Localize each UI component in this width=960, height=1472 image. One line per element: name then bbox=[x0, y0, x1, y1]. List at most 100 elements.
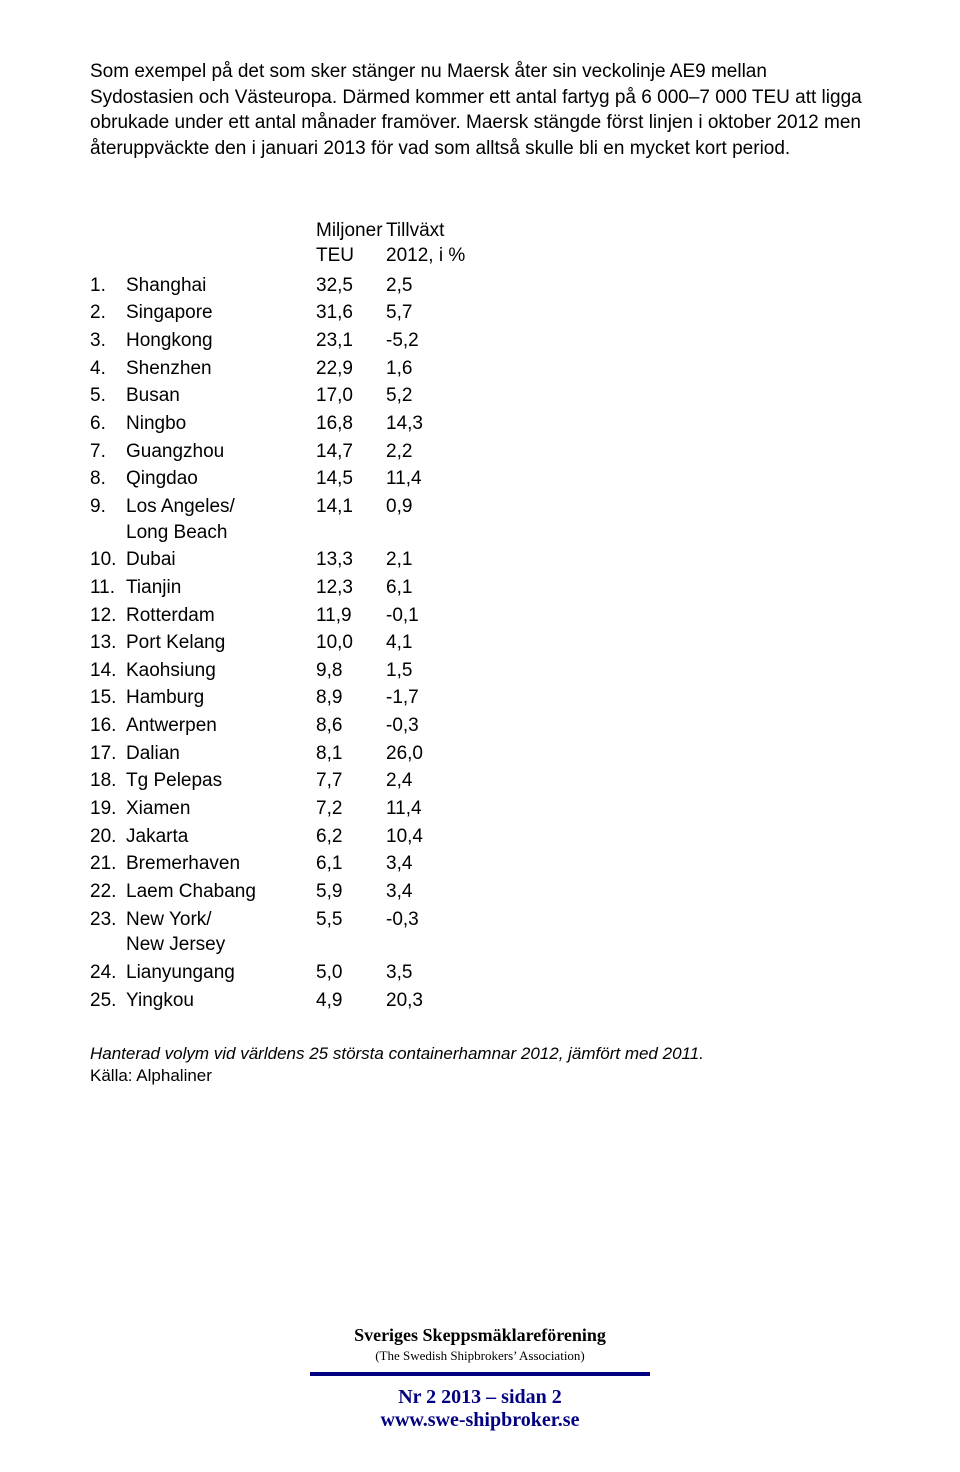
cell-teu: 10,0 bbox=[316, 630, 386, 658]
header-blank-port bbox=[126, 218, 316, 273]
table-row: 22.Laem Chabang5,93,4 bbox=[90, 879, 476, 907]
footer-org-name: Sveriges Skeppsmäklareförening bbox=[0, 1325, 960, 1346]
cell-teu: 23,1 bbox=[316, 328, 386, 356]
cell-port: Dalian bbox=[126, 741, 316, 769]
table-row: 18.Tg Pelepas7,72,4 bbox=[90, 768, 476, 796]
table-row: 13.Port Kelang10,04,1 bbox=[90, 630, 476, 658]
cell-rank: 17. bbox=[90, 741, 126, 769]
table-header-row: Miljoner TEU Tillväxt 2012, i % bbox=[90, 218, 476, 273]
footer-org-sub: (The Swedish Shipbrokers’ Association) bbox=[0, 1348, 960, 1364]
cell-growth: -0,3 bbox=[386, 907, 476, 960]
cell-growth: 2,2 bbox=[386, 439, 476, 467]
document-page: Som exempel på det som sker stänger nu M… bbox=[0, 0, 960, 1472]
table-caption: Hanterad volym vid världens 25 största c… bbox=[90, 1043, 870, 1065]
cell-teu: 16,8 bbox=[316, 411, 386, 439]
cell-port: Singapore bbox=[126, 300, 316, 328]
table-row: 5.Busan17,05,2 bbox=[90, 383, 476, 411]
cell-teu: 6,2 bbox=[316, 824, 386, 852]
cell-rank: 19. bbox=[90, 796, 126, 824]
cell-growth: 11,4 bbox=[386, 466, 476, 494]
cell-growth: 3,4 bbox=[386, 851, 476, 879]
cell-teu: 5,9 bbox=[316, 879, 386, 907]
cell-port: Hongkong bbox=[126, 328, 316, 356]
cell-teu: 5,0 bbox=[316, 960, 386, 988]
cell-port: Guangzhou bbox=[126, 439, 316, 467]
cell-rank: 10. bbox=[90, 547, 126, 575]
cell-port: Xiamen bbox=[126, 796, 316, 824]
table-row: 15.Hamburg8,9-1,7 bbox=[90, 685, 476, 713]
cell-rank: 9. bbox=[90, 494, 126, 547]
cell-rank: 2. bbox=[90, 300, 126, 328]
cell-rank: 3. bbox=[90, 328, 126, 356]
cell-teu: 9,8 bbox=[316, 658, 386, 686]
cell-port: Hamburg bbox=[126, 685, 316, 713]
cell-port: Shanghai bbox=[126, 273, 316, 301]
cell-growth: 1,6 bbox=[386, 356, 476, 384]
cell-growth: 6,1 bbox=[386, 575, 476, 603]
table-row: 7.Guangzhou14,72,2 bbox=[90, 439, 476, 467]
cell-port: Jakarta bbox=[126, 824, 316, 852]
cell-teu: 14,5 bbox=[316, 466, 386, 494]
cell-port: Lianyungang bbox=[126, 960, 316, 988]
table-row: 9.Los Angeles/Long Beach14,10,9 bbox=[90, 494, 476, 547]
cell-growth: 20,3 bbox=[386, 988, 476, 1016]
cell-teu: 7,7 bbox=[316, 768, 386, 796]
cell-port: Qingdao bbox=[126, 466, 316, 494]
cell-port: Tianjin bbox=[126, 575, 316, 603]
cell-rank: 25. bbox=[90, 988, 126, 1016]
table-row: 2.Singapore31,65,7 bbox=[90, 300, 476, 328]
page-footer: Sveriges Skeppsmäklareförening (The Swed… bbox=[0, 1325, 960, 1432]
cell-rank: 7. bbox=[90, 439, 126, 467]
cell-growth: 3,5 bbox=[386, 960, 476, 988]
cell-rank: 12. bbox=[90, 603, 126, 631]
cell-port: Port Kelang bbox=[126, 630, 316, 658]
cell-growth: -0,3 bbox=[386, 713, 476, 741]
cell-port: Laem Chabang bbox=[126, 879, 316, 907]
cell-growth: 11,4 bbox=[386, 796, 476, 824]
cell-port: Ningbo bbox=[126, 411, 316, 439]
table-row: 14.Kaohsiung9,81,5 bbox=[90, 658, 476, 686]
table-row: 19.Xiamen7,211,4 bbox=[90, 796, 476, 824]
header-teu: Miljoner TEU bbox=[316, 218, 386, 273]
cell-growth: -1,7 bbox=[386, 685, 476, 713]
cell-port: Los Angeles/Long Beach bbox=[126, 494, 316, 547]
cell-port: Kaohsiung bbox=[126, 658, 316, 686]
cell-rank: 1. bbox=[90, 273, 126, 301]
cell-teu: 13,3 bbox=[316, 547, 386, 575]
cell-teu: 11,9 bbox=[316, 603, 386, 631]
cell-rank: 14. bbox=[90, 658, 126, 686]
table-row: 6.Ningbo16,814,3 bbox=[90, 411, 476, 439]
header-growth: Tillväxt 2012, i % bbox=[386, 218, 476, 273]
footer-divider bbox=[310, 1372, 650, 1376]
cell-growth: 2,1 bbox=[386, 547, 476, 575]
cell-rank: 23. bbox=[90, 907, 126, 960]
cell-port: Tg Pelepas bbox=[126, 768, 316, 796]
cell-port: Yingkou bbox=[126, 988, 316, 1016]
cell-teu: 7,2 bbox=[316, 796, 386, 824]
cell-teu: 17,0 bbox=[316, 383, 386, 411]
cell-port: New York/New Jersey bbox=[126, 907, 316, 960]
cell-growth: 5,2 bbox=[386, 383, 476, 411]
cell-rank: 24. bbox=[90, 960, 126, 988]
footer-issue: Nr 2 2013 – sidan 2 bbox=[0, 1386, 960, 1409]
cell-rank: 13. bbox=[90, 630, 126, 658]
table-row: 12.Rotterdam11,9-0,1 bbox=[90, 603, 476, 631]
cell-growth: 2,4 bbox=[386, 768, 476, 796]
table-row: 11.Tianjin12,36,1 bbox=[90, 575, 476, 603]
cell-rank: 22. bbox=[90, 879, 126, 907]
cell-teu: 8,9 bbox=[316, 685, 386, 713]
table-row: 10.Dubai13,32,1 bbox=[90, 547, 476, 575]
table-row: 16.Antwerpen8,6-0,3 bbox=[90, 713, 476, 741]
header-blank-rank bbox=[90, 218, 126, 273]
cell-rank: 21. bbox=[90, 851, 126, 879]
cell-rank: 18. bbox=[90, 768, 126, 796]
table-row: 21.Bremerhaven6,13,4 bbox=[90, 851, 476, 879]
cell-teu: 31,6 bbox=[316, 300, 386, 328]
ports-table: Miljoner TEU Tillväxt 2012, i % 1.Shangh… bbox=[90, 218, 870, 1016]
intro-paragraph: Som exempel på det som sker stänger nu M… bbox=[90, 59, 870, 162]
table-row: 4.Shenzhen22,91,6 bbox=[90, 356, 476, 384]
cell-teu: 32,5 bbox=[316, 273, 386, 301]
cell-growth: -5,2 bbox=[386, 328, 476, 356]
table-row: 20.Jakarta6,210,4 bbox=[90, 824, 476, 852]
cell-growth: 0,9 bbox=[386, 494, 476, 547]
